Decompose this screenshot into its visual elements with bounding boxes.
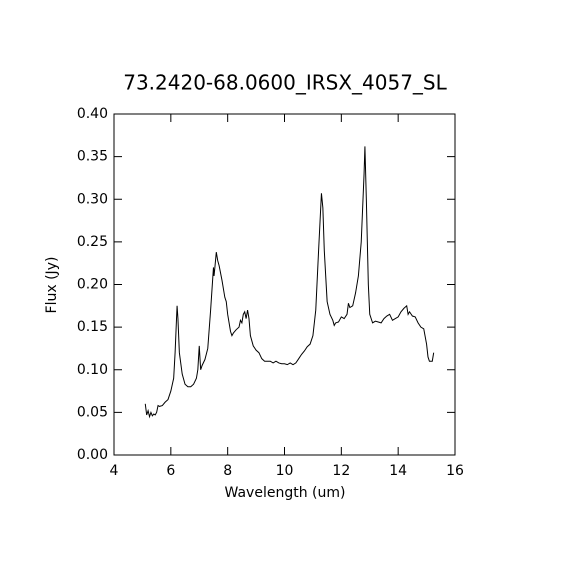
x-tick-label: 8: [223, 463, 232, 479]
x-tick-label: 4: [110, 463, 119, 479]
y-tick-label: 0.35: [77, 149, 108, 165]
y-tick-label: 0.10: [77, 362, 108, 378]
x-tick-label: 6: [166, 463, 175, 479]
y-tick-label: 0.30: [77, 191, 108, 207]
spectrum-line: [144, 146, 435, 419]
x-axis-label: Wavelength (um): [225, 485, 346, 501]
y-tick-label: 0.20: [77, 277, 108, 293]
y-tick-label: 0.40: [77, 106, 108, 122]
y-tick-label: 0.15: [77, 319, 108, 335]
y-tick-label: 0.25: [77, 234, 108, 250]
x-tick-label: 12: [332, 463, 350, 479]
y-axis-label: Flux (Jy): [44, 257, 60, 314]
x-tick-label: 10: [276, 463, 294, 479]
x-tick-label: 16: [446, 463, 464, 479]
chart-title: 73.2420-68.0600_IRSX_4057_SL: [123, 71, 447, 95]
y-tick-label: 0.00: [77, 447, 108, 463]
x-tick-label: 14: [389, 463, 407, 479]
y-tick-label: 0.05: [77, 404, 108, 420]
